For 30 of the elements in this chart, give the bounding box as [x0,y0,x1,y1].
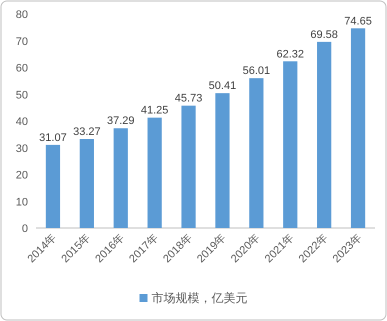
data-label: 62.32 [276,48,304,60]
bar [181,106,196,228]
data-label: 69.58 [310,28,338,41]
y-tick-label: 30 [16,142,28,155]
y-tick-label: 10 [16,196,28,208]
legend-label: 市场规模，亿美元 [152,291,248,305]
bar [283,61,298,228]
y-tick-label: 70 [16,36,28,48]
data-label: 50.41 [208,80,236,92]
bar [80,139,94,228]
bar [46,144,60,228]
y-tick-label: 80 [16,9,28,21]
data-label: 74.65 [344,15,372,28]
data-label: 45.73 [174,92,202,105]
y-tick-label: 20 [16,170,28,182]
y-tick-label: 60 [16,62,28,74]
data-label: 56.01 [242,65,270,78]
data-label: 41.25 [140,104,168,117]
bar [249,78,264,228]
y-tick-label: 40 [16,116,28,128]
y-tick-label: 50 [16,89,28,102]
bar [114,128,128,228]
bar [148,118,162,228]
bar [317,42,332,228]
bar [350,28,366,228]
bar [215,93,230,228]
data-label: 37.29 [106,115,135,128]
y-tick-label: 0 [22,223,28,235]
data-label: 31.07 [39,132,67,144]
data-label: 33.27 [73,126,101,138]
